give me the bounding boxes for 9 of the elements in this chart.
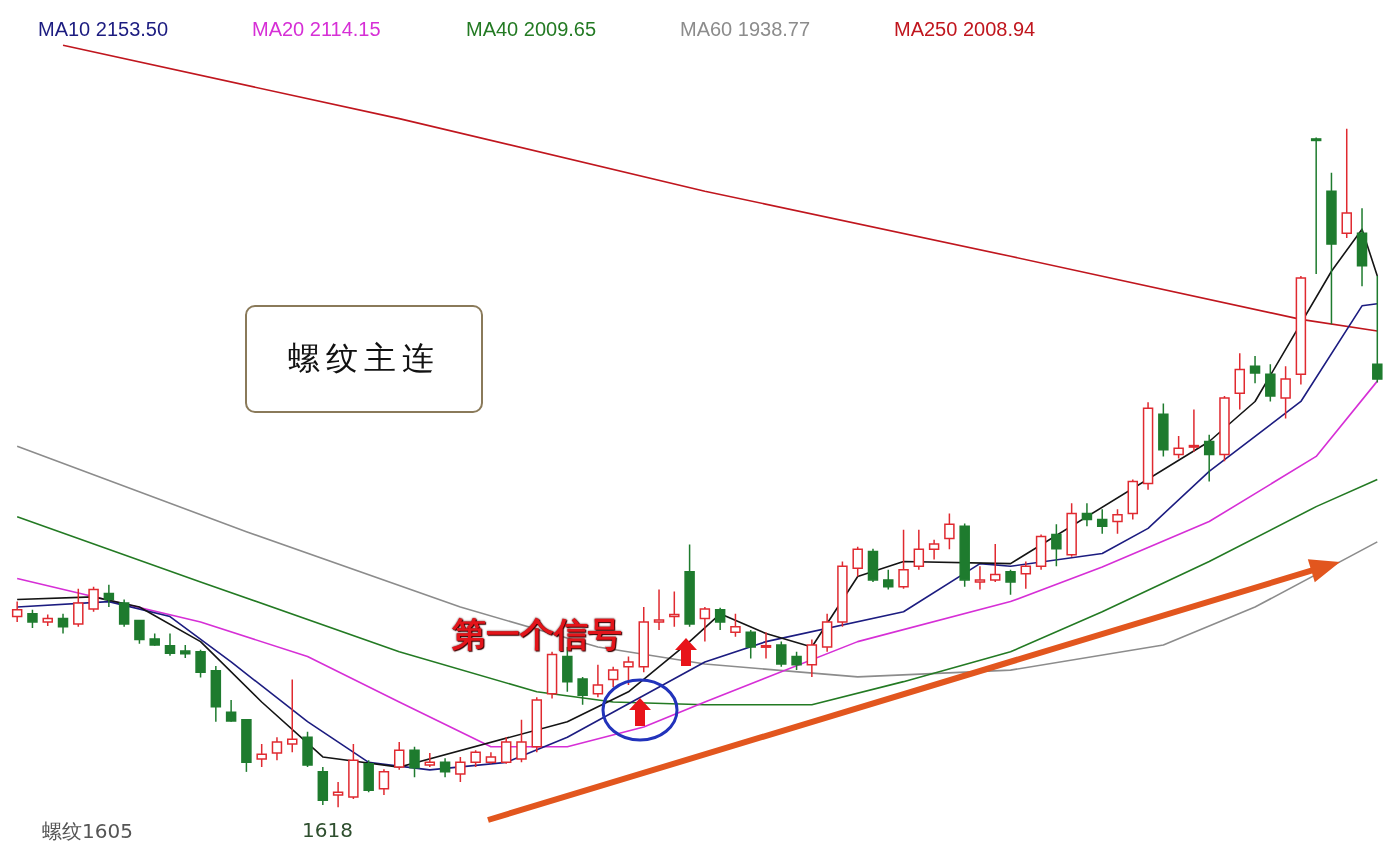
text: MA20 2114.15: [252, 18, 382, 41]
text: MA60 1938.77: [680, 18, 812, 41]
text: MA10 2153.50: [38, 18, 170, 41]
text: 1618: [302, 818, 353, 842]
text: 螺纹1605: [42, 818, 133, 845]
annotation: 螺纹主连: [245, 305, 483, 413]
text: MA250 2008.94: [894, 18, 1037, 41]
annotation: 第一个信号: [452, 613, 622, 656]
text: MA40 2009.65: [466, 18, 598, 41]
